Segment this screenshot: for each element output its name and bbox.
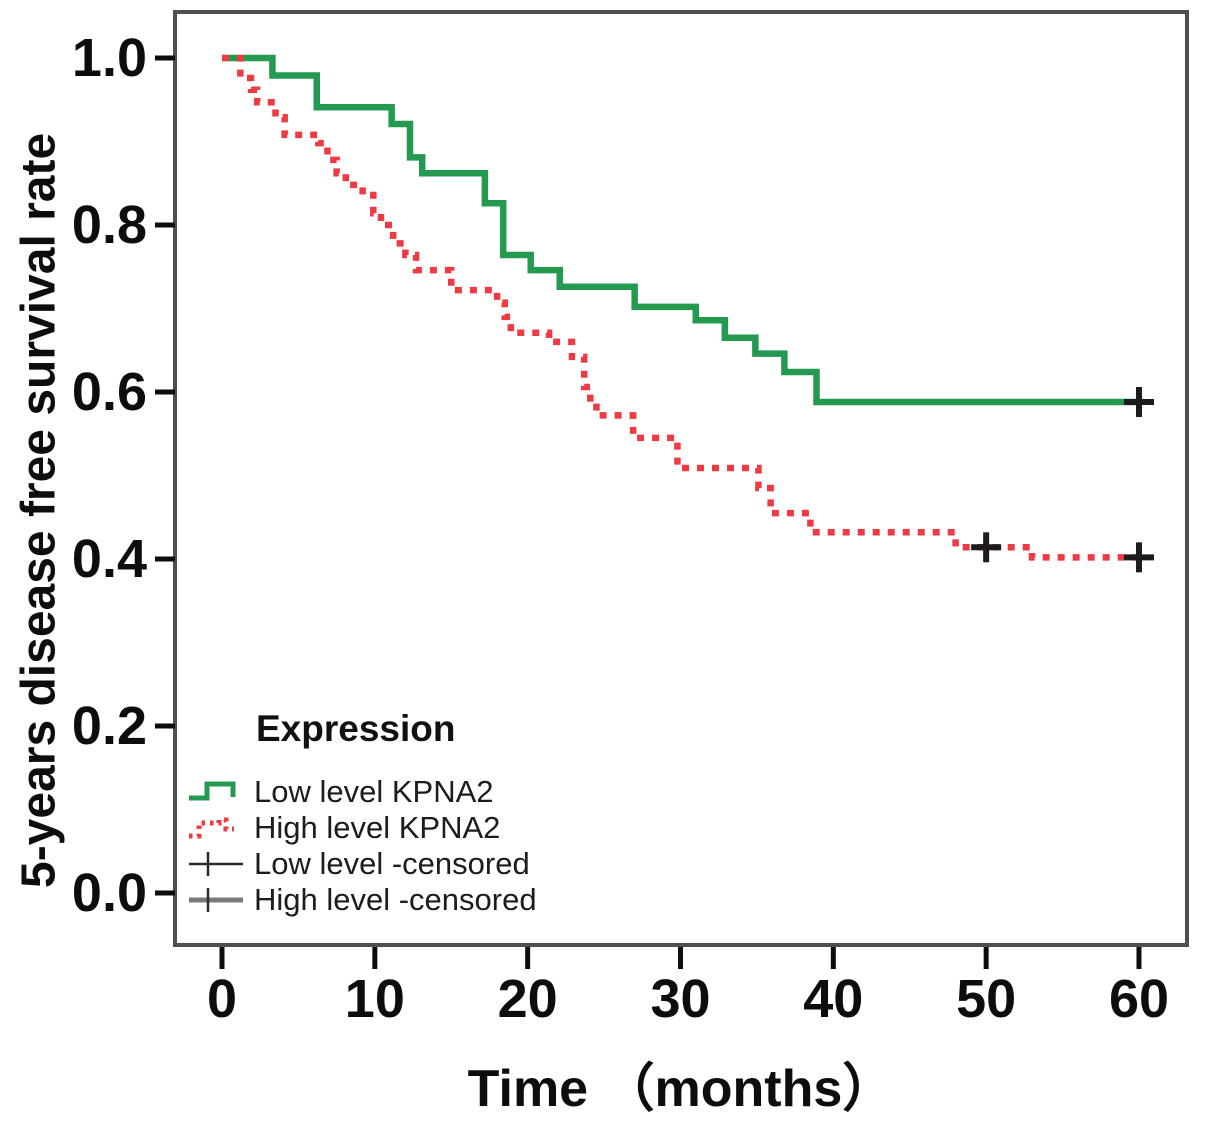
- legend: Expression Low level KPNA2 High level KP…: [186, 708, 616, 918]
- legend-item-label: High level KPNA2: [254, 810, 501, 845]
- legend-item-label: Low level KPNA2: [254, 774, 494, 809]
- svg-text:50: 50: [956, 969, 1016, 1029]
- svg-text:0: 0: [207, 969, 237, 1029]
- y-axis-title: 5-years disease free survival rate: [12, 132, 66, 888]
- svg-text:0.0: 0.0: [72, 863, 147, 923]
- censored-plus-icon: [189, 852, 243, 876]
- svg-text:40: 40: [803, 969, 863, 1029]
- svg-text:0.4: 0.4: [72, 529, 147, 589]
- legend-item-label: Low level -censored: [254, 846, 530, 881]
- x-axis-title: Time （months）: [467, 1060, 895, 1118]
- svg-text:1.0: 1.0: [72, 28, 147, 88]
- svg-text:10: 10: [345, 969, 405, 1029]
- legend-title: Expression: [256, 708, 456, 749]
- legend-item-label: High level -censored: [254, 882, 537, 917]
- svg-text:20: 20: [498, 969, 558, 1029]
- svg-text:0.6: 0.6: [72, 362, 147, 422]
- svg-text:0.8: 0.8: [72, 195, 147, 255]
- legend-item-low-level-line: Low level KPNA2: [186, 774, 616, 810]
- dotted-step-line-icon: [189, 817, 234, 839]
- svg-text:60: 60: [1109, 969, 1169, 1029]
- legend-item-high-level-censored: High level -censored: [186, 882, 616, 918]
- svg-text:0.2: 0.2: [72, 696, 147, 756]
- censored-plus-icon: [189, 888, 243, 912]
- legend-item-low-level-censored: Low level -censored: [186, 846, 616, 882]
- solid-step-line-icon: [189, 781, 236, 801]
- svg-text:30: 30: [650, 969, 710, 1029]
- legend-item-high-level-line: High level KPNA2: [186, 810, 616, 846]
